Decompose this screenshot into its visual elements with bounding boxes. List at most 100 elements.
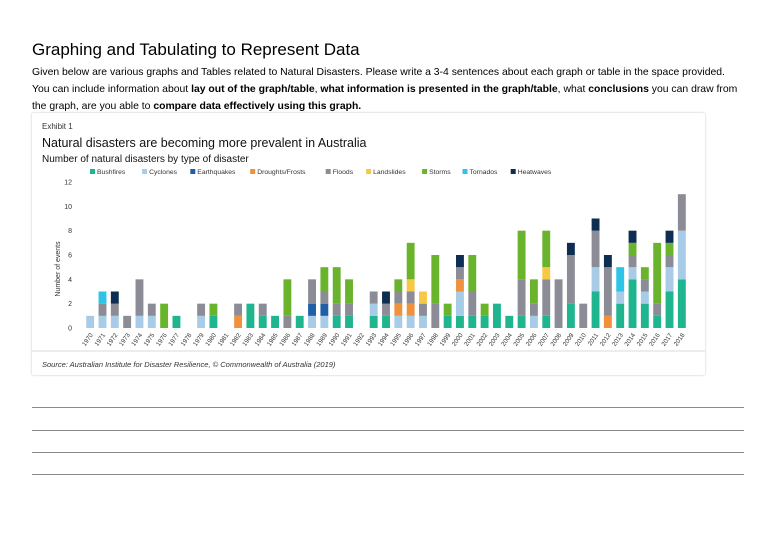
bar-segment bbox=[419, 291, 427, 304]
bar-segment bbox=[123, 315, 132, 328]
bar-segment bbox=[603, 267, 612, 316]
x-tick-label: 1978 bbox=[180, 332, 194, 348]
x-tick-label: 2009 bbox=[562, 332, 576, 348]
x-tick-label: 1980 bbox=[204, 332, 218, 348]
x-tick-label: 1975 bbox=[143, 332, 157, 348]
x-tick-label: 1984 bbox=[254, 332, 268, 348]
y-axis-label: Number of events bbox=[55, 241, 62, 297]
instruction-emphasis: lay out of the graph/table bbox=[191, 84, 315, 95]
bar-segment bbox=[542, 267, 551, 280]
x-tick-label: 1999 bbox=[438, 332, 452, 348]
chart-subtitle: Number of natural disasters by type of d… bbox=[42, 154, 249, 165]
y-tick-label: 12 bbox=[64, 180, 72, 187]
x-tick-label: 2007 bbox=[537, 332, 551, 348]
answer-line[interactable] bbox=[32, 407, 744, 408]
bar-segment bbox=[320, 267, 329, 292]
bar-segment bbox=[480, 315, 489, 328]
bar-segment bbox=[542, 230, 551, 268]
bar-segment bbox=[603, 255, 612, 268]
bar-segment bbox=[456, 255, 464, 268]
bar-segment bbox=[406, 291, 415, 304]
exhibit-label: Exhibit 1 bbox=[42, 122, 73, 131]
bar-segment bbox=[332, 303, 341, 316]
bar-segment bbox=[677, 194, 686, 231]
chart-figure: Exhibit 1 Natural disasters are becoming… bbox=[32, 113, 705, 375]
bar-segment bbox=[197, 315, 206, 328]
x-tick-label: 1985 bbox=[266, 332, 280, 348]
x-tick-label: 1979 bbox=[192, 332, 206, 348]
x-tick-label: 1988 bbox=[303, 332, 317, 348]
bar-segment bbox=[419, 303, 427, 316]
bar-segment bbox=[640, 303, 649, 328]
bar-segment bbox=[320, 303, 329, 316]
x-tick-label: 1974 bbox=[130, 332, 144, 348]
x-tick-label: 1991 bbox=[340, 332, 354, 348]
bar-segment bbox=[468, 255, 477, 292]
legend-label: Earthquakes bbox=[197, 169, 236, 176]
bar-segment bbox=[628, 279, 637, 328]
bar-segment bbox=[665, 255, 674, 268]
bar-segment bbox=[653, 315, 662, 328]
bar-segment bbox=[665, 267, 674, 292]
x-tick-label: 1977 bbox=[167, 332, 181, 348]
bar-segment bbox=[345, 315, 353, 328]
x-tick-label: 2001 bbox=[463, 332, 477, 348]
bar-segment bbox=[517, 230, 526, 280]
x-tick-label: 1990 bbox=[328, 332, 342, 348]
legend-label: Landslides bbox=[373, 169, 406, 176]
x-tick-label: 1982 bbox=[229, 332, 243, 348]
x-tick-label: 2013 bbox=[611, 332, 625, 348]
x-tick-label: 2010 bbox=[574, 332, 588, 348]
bar-segment bbox=[98, 315, 107, 328]
x-tick-label: 2003 bbox=[488, 332, 502, 348]
bar-segment bbox=[628, 230, 637, 243]
bar-segment bbox=[591, 230, 600, 268]
bar-segment bbox=[492, 303, 501, 328]
y-tick-label: 8 bbox=[68, 228, 72, 235]
answer-line[interactable] bbox=[32, 430, 744, 431]
legend-label: Cyclones bbox=[149, 169, 178, 176]
bar-segment bbox=[209, 303, 218, 316]
x-tick-label: 2011 bbox=[587, 332, 601, 348]
bar-segment bbox=[443, 303, 452, 316]
legend-swatch bbox=[90, 169, 95, 174]
bar-segment bbox=[554, 279, 563, 328]
y-tick-label: 2 bbox=[68, 301, 72, 308]
x-tick-label: 2008 bbox=[549, 332, 563, 348]
bar-segment bbox=[566, 255, 575, 304]
bar-segment bbox=[234, 315, 243, 328]
bar-segment bbox=[542, 315, 551, 328]
bar-segment bbox=[579, 303, 588, 328]
bar-segment bbox=[110, 303, 119, 316]
legend-swatch bbox=[462, 169, 468, 174]
bar-segment bbox=[295, 315, 304, 328]
bar-segment bbox=[456, 315, 464, 328]
answer-line[interactable] bbox=[32, 474, 744, 475]
bar-segment bbox=[616, 267, 625, 292]
bar-segment bbox=[591, 291, 600, 328]
instruction-emphasis: what information is presented in the gra… bbox=[320, 84, 558, 95]
y-tick-label: 0 bbox=[68, 326, 72, 333]
bar-segment bbox=[394, 315, 403, 328]
bar-segment bbox=[147, 315, 156, 328]
legend-label: Storms bbox=[429, 169, 451, 176]
bar-segment bbox=[332, 267, 341, 304]
x-tick-label: 1993 bbox=[365, 332, 379, 348]
bar-segment bbox=[653, 242, 662, 304]
bar-segment bbox=[542, 279, 551, 316]
bar-segment bbox=[591, 267, 600, 292]
bar-segment bbox=[431, 255, 440, 304]
worksheet-instructions: Given below are various graphs and Table… bbox=[32, 64, 744, 115]
legend-label: Heatwaves bbox=[518, 169, 552, 176]
bar-segment bbox=[406, 303, 415, 316]
bar-segment bbox=[591, 218, 600, 231]
bar-segment bbox=[640, 291, 649, 304]
answer-line[interactable] bbox=[32, 452, 744, 453]
bar-segment bbox=[406, 242, 415, 280]
x-axis: 1970197119721973197419751976197719781979… bbox=[81, 332, 687, 348]
legend-label: Floods bbox=[333, 169, 354, 176]
y-axis: 0 2 4 6 8 10 12 bbox=[64, 180, 72, 333]
bar-segment bbox=[566, 303, 575, 328]
bar-segment bbox=[517, 315, 526, 328]
stacked-bar-chart: Exhibit 1 Natural disasters are becoming… bbox=[32, 122, 705, 369]
